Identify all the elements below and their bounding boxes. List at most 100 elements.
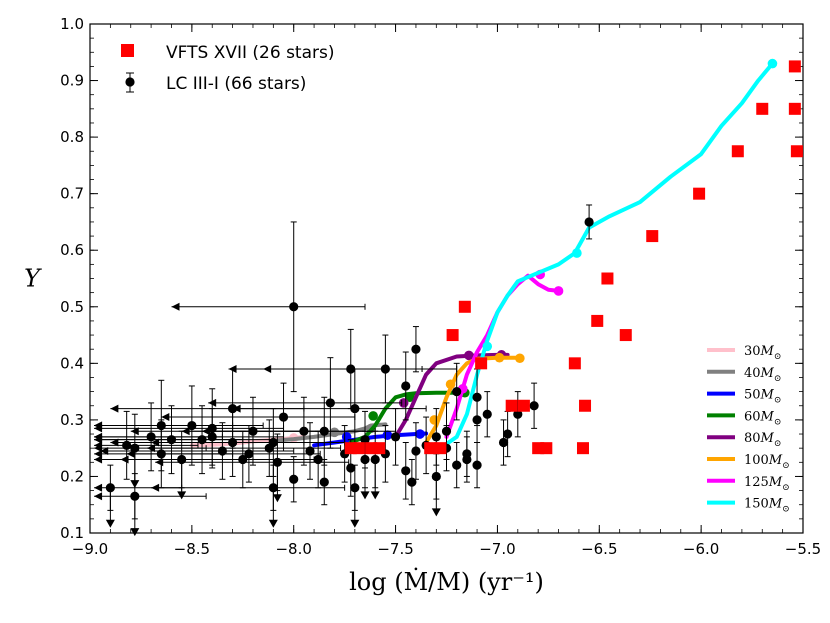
mass-number: 40 bbox=[744, 366, 761, 381]
vfts-point bbox=[446, 329, 459, 342]
mass-unit: M bbox=[760, 344, 775, 359]
lc-point bbox=[346, 463, 356, 473]
x-tick-label: −5.5 bbox=[785, 540, 821, 558]
lc-xlim-arrow bbox=[147, 444, 156, 453]
lc-xlim-arrow bbox=[94, 441, 103, 450]
track-100-dot bbox=[515, 353, 525, 364]
lc-xlim-arrow bbox=[181, 427, 190, 436]
lc-xlim-arrow bbox=[161, 413, 170, 422]
lc-ylim-arrow bbox=[431, 508, 441, 517]
vfts-point bbox=[576, 442, 589, 455]
mass-number: 150 bbox=[744, 497, 769, 512]
lc-xlim-arrow bbox=[110, 438, 119, 447]
lc-point bbox=[411, 344, 421, 354]
lc-point bbox=[244, 449, 254, 459]
mass-number: 30 bbox=[744, 344, 761, 359]
y-axis-title: Y bbox=[24, 265, 42, 293]
track-80-line bbox=[393, 352, 510, 439]
vfts-point bbox=[434, 442, 447, 455]
axis-titles: log (Ṁ/M) (yr⁻¹) Y bbox=[24, 265, 544, 597]
lc-xlim-arrow bbox=[94, 449, 103, 458]
vfts-point bbox=[731, 145, 744, 158]
lc-point bbox=[529, 401, 539, 411]
lc-xlim-arrow bbox=[155, 458, 164, 467]
lc-point bbox=[462, 454, 472, 465]
lc-point bbox=[452, 460, 462, 470]
mass-sun-symbol: ⊙ bbox=[774, 396, 782, 406]
lc-series bbox=[94, 204, 594, 537]
lc-xlim-arrow bbox=[94, 424, 103, 433]
vfts-point bbox=[591, 314, 604, 327]
x-tick-label: −7.0 bbox=[479, 540, 515, 558]
vfts-point bbox=[505, 399, 518, 412]
track-40-dot bbox=[329, 427, 340, 438]
lc-point bbox=[289, 474, 299, 484]
lc-point bbox=[380, 364, 390, 374]
legend-mass-100-label: 100M⊙ bbox=[744, 453, 790, 471]
vfts-point bbox=[568, 357, 581, 370]
legend-top: VFTS XVII (26 stars) LC III-I (66 stars) bbox=[121, 43, 334, 94]
legend-mass-80-label: 80M⊙ bbox=[744, 431, 781, 449]
lc-ylim-arrow bbox=[370, 491, 380, 500]
mass-sun-symbol: ⊙ bbox=[774, 439, 782, 449]
x-axis-title: log (Ṁ/M) (yr⁻¹) bbox=[349, 567, 544, 596]
track-50-dot bbox=[341, 432, 352, 442]
lc-point bbox=[452, 387, 462, 397]
legend-lc-label: LC III-I (66 stars) bbox=[166, 74, 306, 94]
mass-sun-symbol: ⊙ bbox=[782, 461, 790, 471]
x-tick-label: −7.5 bbox=[377, 540, 413, 558]
lc-ylim-arrow bbox=[360, 491, 370, 500]
legend-mass-40-label: 40M⊙ bbox=[744, 366, 781, 384]
lc-point bbox=[325, 398, 335, 408]
y-tick-label: 0.2 bbox=[60, 467, 84, 485]
track-125-dot bbox=[553, 286, 564, 296]
legend-vfts-label: VFTS XVII (26 stars) bbox=[166, 43, 334, 63]
lc-ylim-arrow bbox=[105, 519, 115, 528]
mass-sun-symbol: ⊙ bbox=[774, 417, 782, 427]
lc-point bbox=[319, 477, 329, 487]
vfts-point bbox=[693, 187, 706, 200]
x-tick-label: −6.0 bbox=[683, 540, 719, 558]
lc-xlim-arrow bbox=[126, 449, 135, 458]
mass-unit: M bbox=[768, 475, 783, 490]
lc-point bbox=[472, 415, 482, 425]
vfts-point bbox=[646, 230, 659, 243]
lc-point bbox=[289, 302, 299, 312]
mass-number: 125 bbox=[744, 475, 769, 490]
legend-mass-125-label: 125M⊙ bbox=[744, 475, 790, 493]
lc-ylim-arrow bbox=[350, 519, 360, 528]
legend-mass-30-label: 30M⊙ bbox=[744, 344, 781, 362]
track-80-dot bbox=[464, 350, 474, 361]
vfts-point bbox=[365, 442, 378, 455]
track-100-dot bbox=[494, 352, 505, 363]
vfts-point bbox=[619, 329, 632, 342]
mass-unit: M bbox=[768, 453, 783, 468]
lc-xlim-arrow bbox=[94, 483, 103, 492]
vfts-point bbox=[458, 300, 471, 313]
mass-number: 100 bbox=[744, 453, 769, 468]
y-tick-label: 1.0 bbox=[60, 15, 84, 33]
evolution-tracks bbox=[189, 58, 778, 451]
mass-unit: M bbox=[760, 388, 775, 403]
lc-point bbox=[390, 432, 401, 442]
mass-sun-symbol: ⊙ bbox=[782, 505, 790, 515]
lc-point bbox=[130, 443, 140, 453]
lc-xlim-arrow bbox=[263, 364, 272, 373]
vfts-point bbox=[475, 357, 488, 370]
lc-point bbox=[197, 435, 207, 445]
track-100-dot bbox=[429, 415, 440, 425]
axis-ticks: −9.0 −8.5 −8.0 −7.5 −7.0 −6.5 −6.0 −5.5 0.1 0.2 0.… bbox=[60, 15, 821, 558]
lc-xlim-arrow bbox=[151, 483, 160, 492]
mass-unit: M bbox=[768, 497, 783, 512]
track-60-dot bbox=[368, 411, 378, 421]
track-150-dot bbox=[572, 248, 582, 258]
lc-point bbox=[411, 446, 421, 456]
mass-unit: M bbox=[760, 366, 775, 381]
vfts-point bbox=[788, 102, 801, 115]
lc-point bbox=[498, 437, 509, 448]
lc-point bbox=[513, 409, 523, 419]
mass-sun-symbol: ⊙ bbox=[782, 483, 790, 493]
lc-point bbox=[272, 457, 283, 467]
x-tick-label: −8.0 bbox=[275, 540, 311, 558]
vfts-point bbox=[790, 145, 803, 158]
